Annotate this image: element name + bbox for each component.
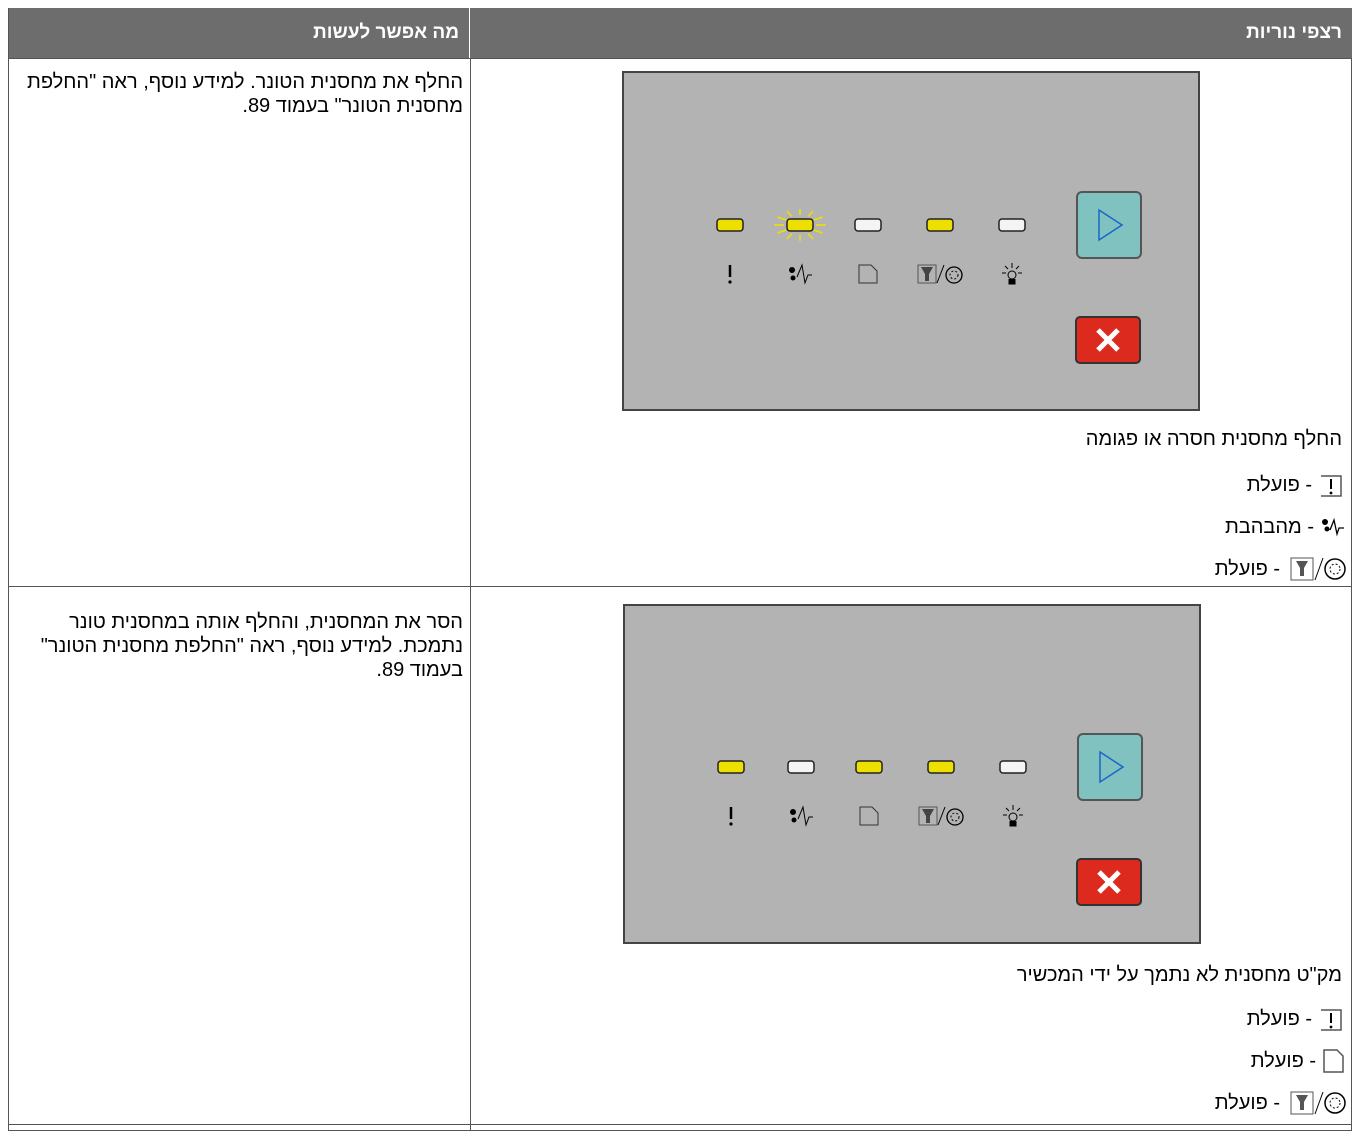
error-icon [1321, 1009, 1342, 1031]
icon [1002, 263, 1022, 285]
header-cell: מה אפשר לעשות [8, 8, 470, 58]
caption: החלף מחסנית חסרה או פגומה [1085, 428, 1342, 450]
icon [729, 822, 733, 826]
blink-ray [807, 233, 814, 240]
led [926, 218, 954, 232]
status-text: - פועלת [1246, 1008, 1312, 1030]
icon [790, 275, 796, 281]
blink-ray [777, 229, 787, 234]
panel-image [623, 604, 1201, 944]
led [854, 218, 882, 232]
stop-icon [1097, 870, 1121, 894]
error-icon [1321, 475, 1342, 497]
blink-ray [807, 210, 814, 217]
status-text: - פועלת [1214, 1092, 1280, 1114]
blink-ray [813, 216, 823, 221]
icon [789, 267, 795, 273]
icon [790, 809, 796, 815]
action-text: החלף את מחסנית הטונר. למידע נוסף, ראה "ה… [27, 71, 463, 117]
status-text: - מהבהבת [1224, 516, 1314, 538]
icon [936, 264, 945, 284]
play-button [1077, 733, 1143, 801]
cell [8, 58, 471, 587]
panel-image [622, 71, 1200, 411]
toner-icon [1290, 557, 1346, 581]
jam-icon [1322, 517, 1344, 537]
blink-ray [786, 210, 793, 217]
icon [858, 264, 878, 284]
led [927, 760, 955, 774]
blink-ray [813, 229, 823, 234]
icon [945, 266, 963, 284]
play-button [1076, 191, 1142, 259]
icon [937, 806, 946, 826]
play-icon [1099, 750, 1125, 784]
header-text: רצפי נוריות [1246, 22, 1342, 43]
icon [950, 812, 960, 822]
led [717, 760, 745, 774]
paper-icon [1323, 1049, 1344, 1073]
icon [728, 280, 732, 284]
blink-ray [777, 216, 787, 221]
icon [797, 805, 813, 827]
caption: מק"ט מחסנית לא נתמך על ידי המכשיר [1016, 964, 1342, 986]
led [998, 218, 1026, 232]
led [999, 760, 1027, 774]
icon [921, 267, 933, 281]
icon [917, 264, 937, 284]
led [787, 760, 815, 774]
status-text: - פועלת [1214, 558, 1280, 580]
icon [796, 263, 812, 285]
icon [922, 809, 934, 823]
icon [949, 270, 959, 280]
action-text: הסר את המחסנית, והחלף אותה במחסנית טונר … [40, 611, 463, 681]
icon [791, 817, 797, 823]
blink-ray [786, 233, 793, 240]
play-icon [1098, 208, 1124, 242]
icon [918, 806, 938, 826]
status-text: - פועלת [1246, 474, 1312, 496]
toner-icon [1290, 1091, 1346, 1115]
led [716, 218, 744, 232]
led [786, 218, 814, 232]
header-text: מה אפשר לעשות [313, 22, 459, 43]
led [855, 760, 883, 774]
icon [859, 806, 879, 826]
stop-icon [1096, 328, 1120, 352]
icon [946, 808, 964, 826]
status-text: - פועלת [1250, 1050, 1316, 1072]
header-cell: רצפי נוריות [470, 8, 1352, 58]
icon [1003, 805, 1023, 827]
